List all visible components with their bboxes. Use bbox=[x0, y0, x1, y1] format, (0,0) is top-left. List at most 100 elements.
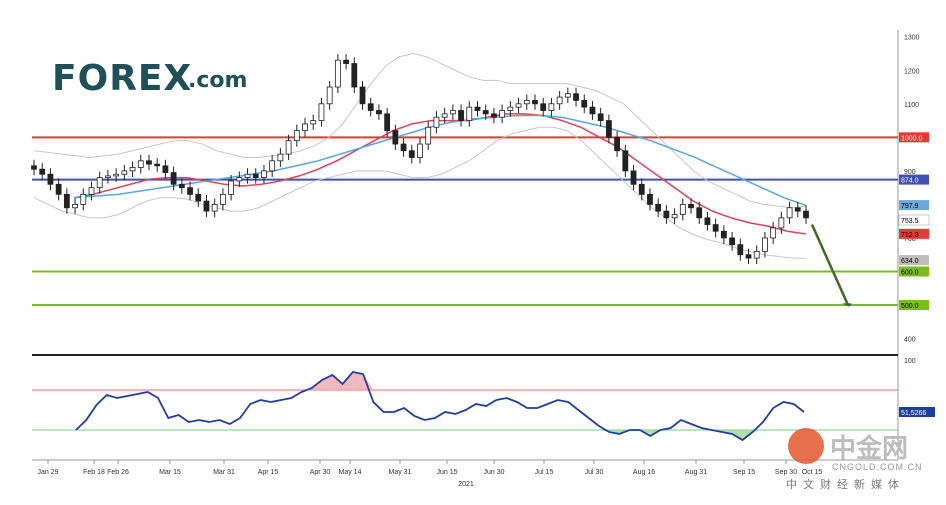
rsi-overbought-fill bbox=[332, 375, 343, 390]
candle-body bbox=[408, 150, 415, 158]
x-tick-label: Aug 16 bbox=[633, 469, 655, 476]
candle-body bbox=[137, 160, 144, 168]
candle-body bbox=[778, 217, 785, 229]
y-tick-label: 1100 bbox=[904, 102, 919, 109]
candle-body bbox=[187, 187, 193, 195]
x-tick-label: May 31 bbox=[389, 469, 412, 476]
x-tick-label: Jul 15 bbox=[535, 469, 554, 476]
candle-body bbox=[392, 130, 399, 145]
candle-body bbox=[556, 96, 563, 105]
bollinger-lower bbox=[33, 126, 806, 259]
candle-body bbox=[63, 193, 70, 209]
candle-body bbox=[244, 173, 251, 178]
level-label: 874.0 bbox=[901, 178, 919, 185]
candle-body bbox=[219, 193, 226, 205]
candle-body bbox=[146, 160, 152, 165]
candle-body bbox=[228, 180, 235, 195]
price-label: 634.0 bbox=[901, 258, 919, 265]
x-tick-label: Sep 15 bbox=[733, 469, 755, 476]
candle-body bbox=[252, 173, 259, 178]
candle-body bbox=[466, 106, 473, 121]
watermark-sub: 中文财经新媒体 bbox=[786, 478, 905, 491]
candle-body bbox=[195, 193, 202, 202]
candle-body bbox=[737, 244, 744, 256]
x-tick-label: Jun 30 bbox=[483, 469, 504, 476]
candle-body bbox=[491, 113, 497, 118]
rsi-overbought-fill bbox=[342, 372, 353, 390]
candle-body bbox=[302, 123, 308, 132]
x-tick-label: Apr 30 bbox=[310, 469, 331, 476]
candle-body bbox=[72, 204, 78, 209]
candle-body bbox=[515, 103, 522, 108]
candle-body bbox=[597, 113, 604, 121]
candle-body bbox=[178, 183, 185, 189]
price-label-bg bbox=[899, 255, 929, 266]
cngold-logo-icon bbox=[788, 428, 824, 464]
candle-body bbox=[277, 153, 284, 162]
candle-body bbox=[88, 187, 95, 195]
candle-body bbox=[589, 106, 596, 115]
sma-short-line bbox=[73, 113, 807, 235]
candle-body bbox=[499, 110, 506, 118]
rsi-tick-label: 100 bbox=[904, 358, 916, 365]
candle-body bbox=[31, 165, 37, 170]
candle-body bbox=[154, 163, 161, 167]
y-tick-label: 900 bbox=[904, 169, 916, 176]
candle-body bbox=[564, 93, 571, 98]
candle-body bbox=[573, 93, 579, 101]
candle-body bbox=[523, 100, 530, 105]
y-tick-label: 1300 bbox=[904, 35, 920, 42]
rsi-last-label-bg bbox=[899, 407, 935, 417]
level-label-bg bbox=[899, 300, 929, 311]
candle-body bbox=[310, 120, 317, 125]
candle-body bbox=[96, 177, 103, 189]
candle-body bbox=[433, 116, 440, 128]
candle-body bbox=[376, 110, 382, 115]
projection-arrowhead bbox=[842, 303, 852, 307]
candle-body bbox=[236, 177, 243, 182]
candle-body bbox=[614, 136, 621, 152]
candle-body bbox=[129, 167, 136, 172]
candle-body bbox=[679, 204, 686, 215]
candle-body bbox=[293, 130, 300, 142]
candle-body bbox=[794, 207, 801, 212]
x-tick-label: Jan 29 bbox=[37, 469, 58, 476]
logo-text: FOREX bbox=[52, 58, 193, 99]
y-tick-label: 400 bbox=[904, 337, 916, 344]
candle-body bbox=[745, 254, 752, 259]
candle-body bbox=[770, 227, 777, 239]
year-label: 2021 bbox=[458, 481, 474, 488]
y-tick-label: 700 bbox=[904, 236, 916, 243]
candle-body bbox=[663, 210, 670, 219]
rsi-line bbox=[75, 371, 805, 442]
level-label: 1000.0 bbox=[901, 135, 923, 142]
sma-long-line bbox=[73, 114, 807, 207]
watermark-url: CNGOLD.COM.CN bbox=[832, 462, 923, 472]
price-label-bg bbox=[898, 214, 930, 226]
candle-body bbox=[630, 170, 637, 185]
cngold-watermark: 中金网 CNGOLD.COM.CN 中文财经新媒体 bbox=[786, 428, 938, 496]
candle-body bbox=[39, 168, 46, 175]
candle-body bbox=[400, 143, 407, 152]
x-tick-label: Feb 26 bbox=[107, 469, 129, 476]
candle-body bbox=[80, 193, 87, 205]
candle-body bbox=[532, 100, 538, 105]
candle-body bbox=[507, 106, 514, 111]
forex-logo: FOREX .com bbox=[52, 58, 252, 102]
candle-body bbox=[417, 143, 423, 158]
candle-body bbox=[47, 173, 54, 185]
price-label: 797.9 bbox=[901, 203, 919, 210]
logo-suffix: .com bbox=[188, 68, 248, 93]
x-tick-label: Mar 31 bbox=[213, 469, 235, 476]
candle-body bbox=[803, 210, 809, 219]
candle-body bbox=[474, 106, 481, 111]
candle-body bbox=[211, 204, 218, 212]
x-tick-label: Feb 18 bbox=[83, 469, 105, 476]
candle-body bbox=[581, 100, 588, 108]
candle-body bbox=[441, 113, 448, 118]
candle-body bbox=[753, 250, 760, 259]
level-label: 600.0 bbox=[901, 270, 919, 277]
candle-body bbox=[449, 110, 456, 115]
